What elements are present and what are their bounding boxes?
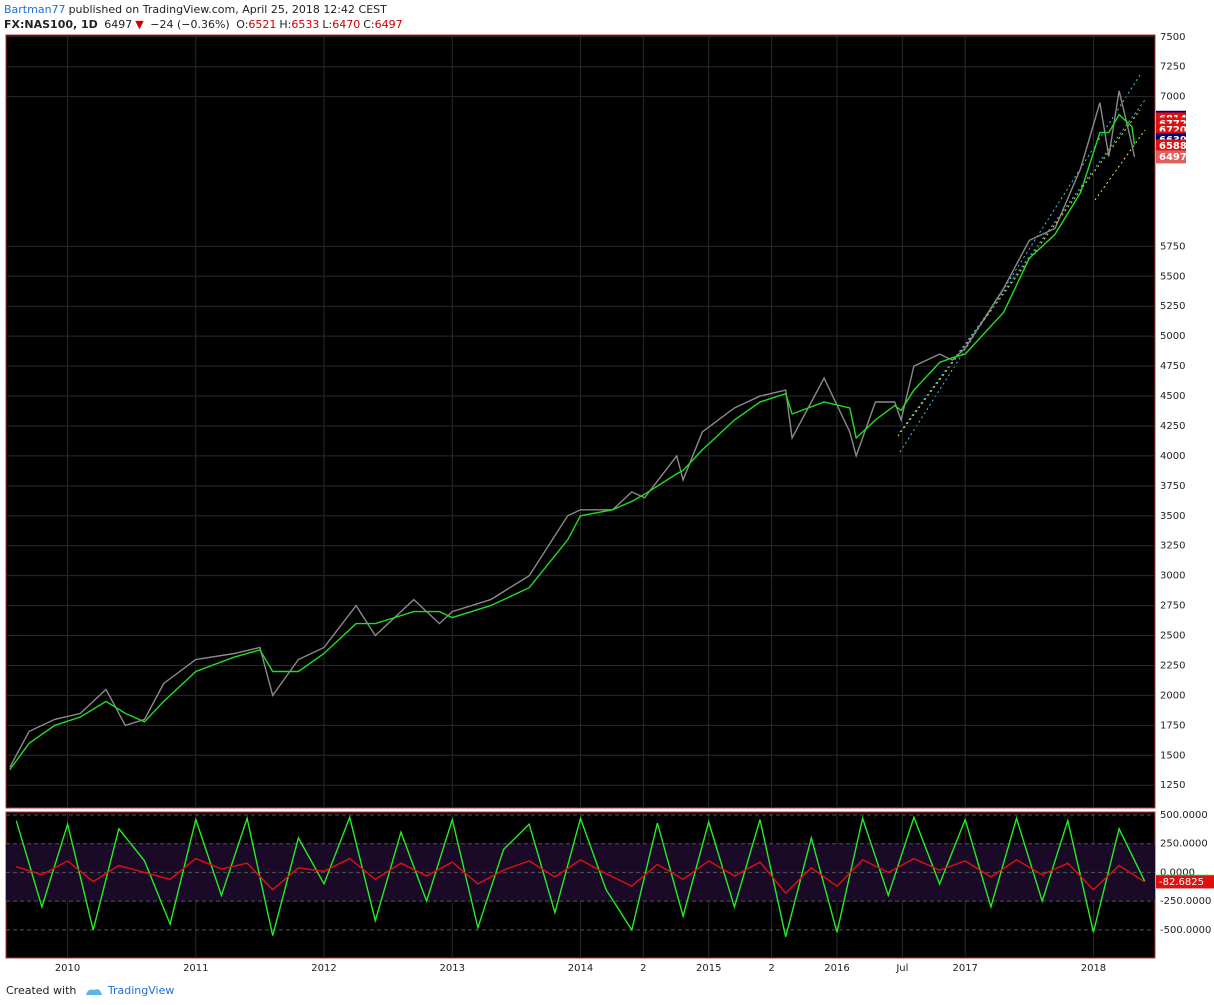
price-label-box xyxy=(1156,139,1186,153)
channel-line xyxy=(1094,129,1146,201)
y-tick-label: 5500 xyxy=(1160,271,1185,282)
y-tick-label: 2750 xyxy=(1160,601,1185,612)
ohlc-label: C: xyxy=(363,18,375,31)
y-tick-label: 4500 xyxy=(1160,391,1185,402)
y-tick-label: 5000 xyxy=(1160,331,1185,342)
price-label: 6588 xyxy=(1159,141,1187,152)
y-tick-label: 500.0000 xyxy=(1160,810,1208,821)
logo xyxy=(85,989,102,995)
y-tick-label: 3750 xyxy=(1160,481,1185,492)
arrow: ▼ xyxy=(135,18,144,31)
y-tick-label: 5250 xyxy=(1160,301,1185,312)
y-tick-label: 5750 xyxy=(1160,241,1185,252)
y-tick-label: 3500 xyxy=(1160,511,1185,522)
y-tick-label: 1250 xyxy=(1160,780,1185,791)
y-tick-label: -250.0000 xyxy=(1160,896,1211,907)
y-tick-label: 7500 xyxy=(1160,32,1185,43)
value-label-box xyxy=(1156,875,1214,889)
x-tick-label: Jul xyxy=(895,963,908,974)
change: −24 (−0.36%) xyxy=(150,18,230,31)
series-line xyxy=(9,113,1136,771)
y-tick-label: 2000 xyxy=(1160,690,1185,701)
x-tick-label: 2010 xyxy=(55,963,80,974)
price-label-box xyxy=(1156,150,1186,164)
x-tick-label: 2018 xyxy=(1081,963,1106,974)
y-tick-label: 1500 xyxy=(1160,750,1185,761)
x-tick-label: 2017 xyxy=(952,963,977,974)
created-with: Created with xyxy=(6,984,77,997)
series-line xyxy=(15,814,1146,937)
published: published on TradingView.com, April 25, … xyxy=(68,3,387,16)
series-line xyxy=(16,857,1146,895)
y-tick-label: 3000 xyxy=(1160,571,1185,582)
y-tick-label: 2250 xyxy=(1160,660,1185,671)
y-tick-label: 7000 xyxy=(1160,92,1185,103)
ohlc-value: 6497 xyxy=(374,18,403,31)
x-tick-label: 2015 xyxy=(696,963,721,974)
x-tick-label: 2014 xyxy=(568,963,593,974)
x-tick-label: 2013 xyxy=(440,963,465,974)
ohlc-value: 6533 xyxy=(291,18,320,31)
ohlc-label: O: xyxy=(236,18,249,31)
y-tick-label: 4000 xyxy=(1160,451,1185,462)
ohlc-value: 6521 xyxy=(248,18,277,31)
y-tick-label: 0.0000 xyxy=(1160,867,1195,878)
y-tick-label: 250.0000 xyxy=(1160,839,1208,850)
value-label: -82.6825 xyxy=(1159,877,1204,888)
x-tick-label: 2012 xyxy=(311,963,336,974)
header-line-1: Bartman77 published on TradingView.com, A… xyxy=(4,2,409,17)
y-tick-label: -500.0000 xyxy=(1160,925,1211,936)
y-tick-label: 1750 xyxy=(1160,720,1185,731)
ohlc-value: 6470 xyxy=(332,18,361,31)
last-price: 6497 xyxy=(104,18,133,31)
brand[interactable]: TradingView xyxy=(107,984,175,997)
ohlc-label: L: xyxy=(322,18,333,31)
x-tick-label: 2 xyxy=(640,963,646,974)
symbol: FX:NAS100, 1D xyxy=(4,18,98,31)
chart: 2010 2011 2012 2013 2014 2 2015 2 2016 Jul 2017 201… xyxy=(5,32,1214,974)
author[interactable]: Bartman77 xyxy=(4,3,66,16)
header-line-2: FX:NAS100, 1D 6497 ▼ −24 (−0.36%) O:6521 H… xyxy=(4,17,409,32)
channel-line xyxy=(899,99,1146,433)
ohlc: O:6521 H:6533 L:6470 C:6497 xyxy=(236,18,405,31)
header: Bartman77 published on TradingView.com, A… xyxy=(4,2,409,32)
price-label: 6720 xyxy=(1159,125,1187,136)
x-tick-label: 2 xyxy=(768,963,774,974)
x-tick-label: 2016 xyxy=(824,963,849,974)
price-label: 6497 xyxy=(1159,152,1187,163)
y-tick-label: 4250 xyxy=(1160,421,1185,432)
y-tick-label: 2500 xyxy=(1160,631,1185,642)
y-tick-label: 4750 xyxy=(1160,361,1185,372)
y-tick-label: 3250 xyxy=(1160,541,1185,552)
footer: Created with TradingView xyxy=(6,984,174,997)
series-line xyxy=(9,90,1136,768)
y-tick-label: 7250 xyxy=(1160,62,1185,73)
ohlc-label: H: xyxy=(279,18,292,31)
x-tick-label: 2011 xyxy=(183,963,208,974)
